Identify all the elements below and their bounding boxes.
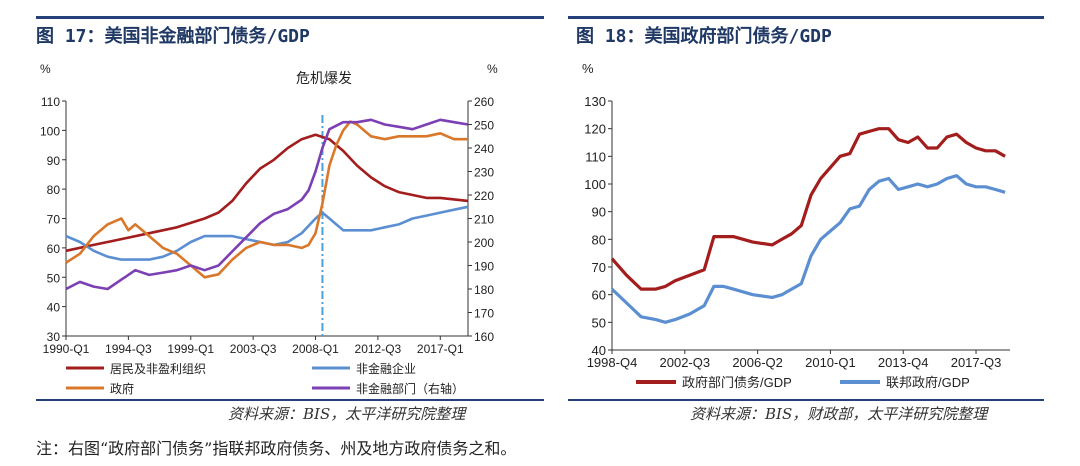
y-tick-label: 60	[592, 288, 606, 303]
x-tick-label: 2012-Q3	[355, 342, 402, 356]
y-tick-label: 120	[584, 122, 606, 137]
series-line-4	[65, 118, 469, 291]
x-tick-label: 2010-Q1	[805, 355, 856, 370]
y2-tick-label: 200	[474, 236, 494, 250]
y2-tick-label: 240	[474, 142, 494, 156]
y-tick-label: 40	[592, 343, 606, 358]
x-tick-label: 1994-Q3	[105, 342, 152, 356]
legend-label-4: 非金融部门（右轴）	[356, 381, 464, 396]
y-tick-label: 110	[41, 95, 60, 109]
footnote: 注：右图“政府部门债务”指联邦政府债务、州及地方政府债务之和。	[36, 439, 517, 458]
y-tick-label: 80	[592, 232, 606, 247]
y-tick-label: 40	[47, 301, 61, 315]
left-bottom-bar	[36, 399, 544, 401]
right-bottom-bar	[568, 399, 1044, 401]
crisis-annotation: 危机爆发	[296, 70, 352, 86]
y2-tick-label: 220	[474, 189, 494, 203]
x-tick-label: 2002-Q3	[660, 355, 711, 370]
y-tick-label: 130	[584, 94, 606, 109]
y-tick-label: 50	[47, 271, 61, 285]
y2-tick-label: 210	[474, 213, 494, 227]
y-tick-label: 110	[585, 149, 606, 164]
series-line-2	[610, 174, 1006, 324]
x-tick-label: 1998-Q4	[587, 355, 638, 370]
series-line-1	[610, 127, 1006, 291]
left-source: 资料来源：BIS，太平洋研究院整理	[228, 405, 466, 423]
x-tick-label: 2017-Q1	[417, 342, 464, 356]
right-title-bar	[568, 16, 1044, 19]
legend-label-2: 联邦政府/GDP	[886, 375, 970, 390]
legend-label-3: 政府	[110, 381, 134, 396]
right-source: 资料来源：BIS，财政部，太平洋研究院整理	[690, 405, 988, 423]
y2-tick-label: 170	[474, 307, 494, 321]
y-tick-label: 80	[47, 183, 61, 197]
y-tick-label: 100	[584, 177, 606, 192]
y-tick-label: 90	[592, 205, 606, 220]
legend-label-1: 政府部门债务/GDP	[682, 375, 792, 390]
y-tick-label: 100	[40, 124, 60, 138]
right-chart-title: 图 18：美国政府部门债务/GDP	[576, 26, 832, 47]
left-title-bar	[36, 16, 544, 19]
y2-tick-label: 160	[474, 330, 494, 344]
x-tick-label: 2003-Q3	[230, 342, 277, 356]
series-line-2	[65, 205, 469, 261]
x-tick-label: 2006-Q2	[732, 355, 783, 370]
y-tick-label: 90	[47, 154, 61, 168]
y-tick-label: 60	[47, 242, 61, 256]
y2-tick-label: 230	[474, 166, 494, 180]
left-chart-title: 图 17：美国非金融部门债务/GDP	[36, 26, 310, 47]
left-chart: 30 40 50 60 70 80 90 100 110 160 170 180 190 200 210 22…	[40, 62, 498, 396]
series-line-1	[65, 133, 469, 253]
x-tick-label: 2008-Q1	[292, 342, 339, 356]
y-tick-label: 70	[47, 213, 61, 227]
left-unit-label: %	[582, 61, 594, 76]
y-tick-label: 70	[592, 260, 606, 275]
x-tick-label: 2017-Q3	[951, 355, 1002, 370]
series-line-3	[65, 120, 468, 279]
y2-tick-label: 250	[474, 119, 494, 133]
y2-tick-label: 190	[474, 260, 494, 274]
x-tick-label: 1999-Q1	[167, 342, 214, 356]
right-unit-label: %	[487, 62, 498, 76]
y2-tick-label: 260	[474, 95, 494, 109]
y-tick-label: 50	[592, 315, 606, 330]
y2-tick-label: 180	[474, 283, 494, 297]
left-unit-label: %	[40, 62, 51, 76]
x-tick-label: 1990-Q1	[43, 342, 90, 356]
legend-label-1: 居民及非盈利组织	[110, 362, 206, 376]
right-chart: 40 50 60 70 80 90 100 110 120 130 1998-Q4 2002-Q3 20…	[582, 61, 1010, 390]
x-tick-label: 2013-Q4	[878, 355, 929, 370]
y-tick-label: 30	[47, 330, 61, 344]
legend-label-2: 非金融企业	[356, 361, 416, 376]
